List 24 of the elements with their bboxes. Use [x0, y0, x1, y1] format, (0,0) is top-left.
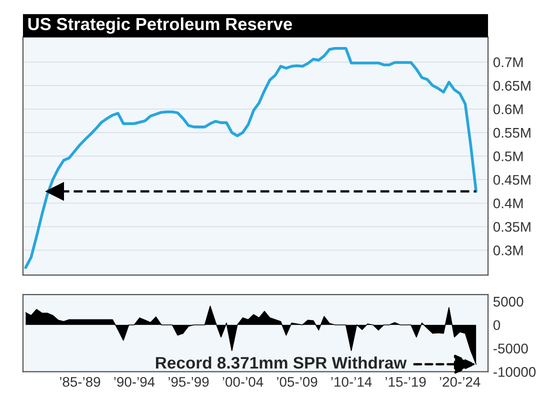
line-series: [24, 46, 478, 269]
x-tick-label: ’15-’19: [386, 376, 426, 387]
x-tick-label: ’20-’24: [440, 376, 480, 387]
x-tick-label: ’00-’04: [222, 376, 264, 387]
x-tick-label: ’10-’14: [331, 376, 372, 387]
y-tick-label: 0.4M: [493, 198, 523, 208]
y-tick-label: 5000: [493, 296, 524, 307]
y-tick-label: -10000: [494, 367, 536, 377]
y-tick-label: 0.55M: [493, 128, 530, 138]
x-tick-label: ’90-’94: [114, 376, 155, 387]
x-tick-label: ’85-’89: [60, 376, 100, 387]
chart-title: US Strategic Petroleum Reserve: [28, 17, 292, 34]
y-tick-label: 0.5M: [493, 151, 523, 162]
x-tick-label: ’95-’99: [168, 376, 209, 387]
y-tick-label: 0.6M: [493, 104, 523, 114]
y-tick-label: 0.7M: [493, 57, 523, 68]
y-tick-label: 0.45M: [493, 174, 530, 185]
y-tick-label: 0: [493, 320, 500, 330]
x-tick-label: ’05-’09: [277, 376, 318, 387]
y-tick-label: 0.35M: [493, 222, 530, 232]
y-tick-label: -5000: [494, 344, 528, 354]
annotation: Record 8.371mm SPR Withdraw: [156, 356, 407, 369]
y-tick-label: 0.65M: [493, 80, 530, 91]
y-tick-label: 0.3M: [493, 245, 523, 256]
